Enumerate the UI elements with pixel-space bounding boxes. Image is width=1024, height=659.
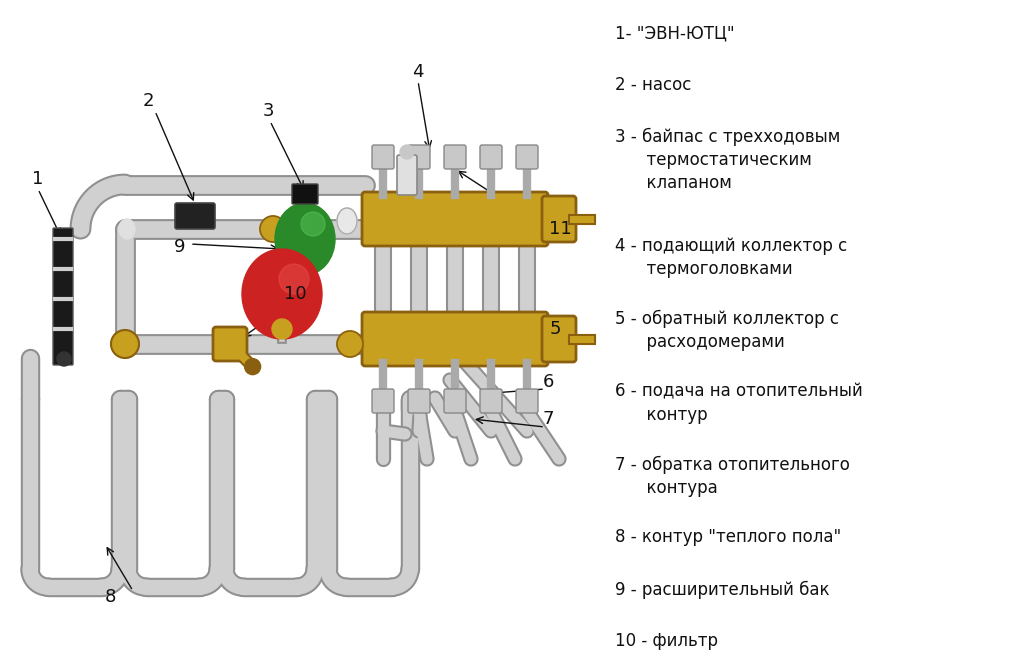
Text: 10: 10 [284, 285, 306, 303]
Circle shape [57, 352, 71, 366]
Text: 1- "ЭВН-ЮТЦ": 1- "ЭВН-ЮТЦ" [615, 24, 734, 42]
Circle shape [260, 216, 286, 242]
Text: 10 - фильтр: 10 - фильтр [615, 633, 718, 650]
FancyBboxPatch shape [53, 228, 73, 365]
Text: 8 - контур "теплого пола": 8 - контур "теплого пола" [615, 529, 842, 546]
Ellipse shape [337, 208, 357, 234]
Ellipse shape [242, 249, 322, 339]
Text: 1: 1 [33, 170, 44, 188]
FancyBboxPatch shape [362, 312, 548, 366]
Circle shape [272, 319, 292, 339]
FancyBboxPatch shape [444, 145, 466, 169]
FancyBboxPatch shape [372, 389, 394, 413]
FancyBboxPatch shape [408, 145, 430, 169]
FancyBboxPatch shape [362, 192, 548, 246]
Text: 9 - расширительный бак: 9 - расширительный бак [615, 581, 829, 598]
Circle shape [111, 330, 139, 358]
Text: 7 - обратка отопительного
      контура: 7 - обратка отопительного контура [615, 455, 850, 497]
Ellipse shape [279, 264, 309, 294]
Text: 6 - подача на отопительный
      контур: 6 - подача на отопительный контур [615, 383, 863, 424]
Text: 6: 6 [543, 373, 554, 391]
Ellipse shape [301, 212, 325, 236]
FancyBboxPatch shape [292, 184, 318, 204]
Text: 5 - обратный коллектор с
      расходомерами: 5 - обратный коллектор с расходомерами [615, 310, 839, 351]
FancyBboxPatch shape [480, 389, 502, 413]
FancyBboxPatch shape [516, 145, 538, 169]
FancyBboxPatch shape [175, 203, 215, 229]
FancyBboxPatch shape [372, 145, 394, 169]
Ellipse shape [400, 145, 414, 159]
FancyBboxPatch shape [542, 316, 575, 362]
Text: 4: 4 [413, 63, 424, 81]
Circle shape [245, 358, 261, 374]
Text: 9: 9 [174, 238, 185, 256]
Text: 8: 8 [104, 588, 116, 606]
Text: 3 - байпас с трехходовым
      термостатическим
      клапаном: 3 - байпас с трехходовым термостатически… [615, 128, 841, 192]
Text: 11: 11 [549, 220, 571, 238]
Circle shape [337, 331, 362, 357]
FancyBboxPatch shape [213, 327, 247, 361]
Text: 2: 2 [142, 92, 154, 110]
FancyBboxPatch shape [542, 196, 575, 242]
Ellipse shape [119, 219, 135, 239]
Text: 4 - подающий коллектор с
      термоголовками: 4 - подающий коллектор с термоголовками [615, 237, 847, 278]
FancyBboxPatch shape [444, 389, 466, 413]
Text: 5: 5 [549, 320, 561, 338]
FancyBboxPatch shape [397, 155, 417, 195]
Text: 2 - насос: 2 - насос [615, 76, 691, 94]
FancyBboxPatch shape [480, 145, 502, 169]
FancyBboxPatch shape [516, 389, 538, 413]
Text: 3: 3 [262, 102, 273, 120]
Text: 7: 7 [543, 410, 554, 428]
FancyBboxPatch shape [408, 389, 430, 413]
Ellipse shape [275, 203, 335, 275]
